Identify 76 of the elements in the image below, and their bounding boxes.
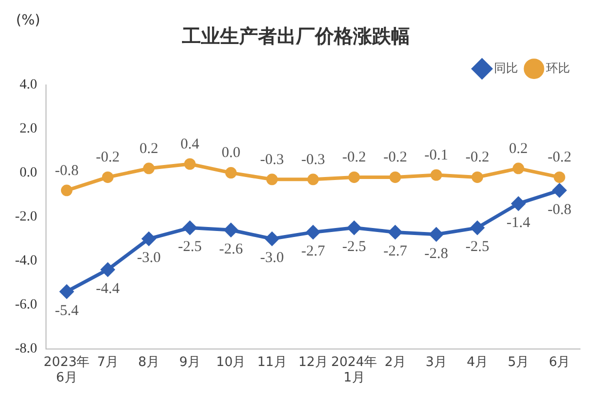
point <box>183 221 197 235</box>
point <box>470 221 484 235</box>
x-tick-label: 5月 <box>508 354 530 370</box>
point <box>430 228 444 242</box>
data-label: -0.8 <box>54 162 79 179</box>
x-tick-label: 6月 <box>548 354 570 370</box>
data-label: -5.4 <box>54 303 80 320</box>
legend-label: 同比 <box>494 60 518 75</box>
point <box>225 167 237 179</box>
y-tick-label: -6.0 <box>14 297 38 312</box>
data-label: -2.6 <box>219 241 244 258</box>
x-tick-label: 12月 <box>298 354 328 370</box>
point <box>512 162 524 174</box>
x-tick-label: 3月 <box>426 354 447 370</box>
point <box>306 225 320 239</box>
y-axis-title: (%) <box>16 12 40 29</box>
data-label: -0.3 <box>301 152 325 168</box>
x-tick-label: 2024年 1月 <box>331 354 378 386</box>
point <box>388 225 402 239</box>
data-label: -2.5 <box>465 239 490 256</box>
data-label: 0.2 <box>139 140 158 157</box>
data-label: -0.2 <box>383 150 408 166</box>
data-label: -3.0 <box>136 250 161 266</box>
data-label: 0.2 <box>509 140 528 157</box>
point <box>512 196 526 210</box>
data-label: -3.0 <box>260 250 284 266</box>
point <box>265 232 279 246</box>
point <box>307 174 319 186</box>
y-tick-label: -8.0 <box>14 341 38 356</box>
point <box>142 232 156 246</box>
point <box>102 171 114 183</box>
x-tick-label: 8月 <box>138 354 160 370</box>
data-label: -1.4 <box>506 215 531 232</box>
y-tick-label: -4.0 <box>14 253 38 268</box>
point <box>347 221 361 235</box>
x-tick-label: 2023年 6月 <box>44 354 90 386</box>
point <box>60 184 72 196</box>
data-label: -2.7 <box>301 244 326 260</box>
data-label: 0.4 <box>180 136 200 152</box>
data-label: -2.7 <box>383 244 408 260</box>
x-tick-label: 11月 <box>257 354 287 370</box>
data-label: -0.2 <box>342 150 366 166</box>
point <box>101 262 115 276</box>
x-tick-label: 9月 <box>179 354 201 370</box>
data-label: -0.2 <box>548 150 572 166</box>
x-tick-label: 4月 <box>466 354 488 370</box>
data-label: -2.8 <box>424 246 448 262</box>
point <box>224 223 238 237</box>
x-tick-label: 10月 <box>216 354 246 370</box>
data-label: -0.1 <box>424 147 448 164</box>
data-label: -0.2 <box>465 150 490 166</box>
data-label: 0.0 <box>222 145 240 162</box>
point <box>266 174 278 186</box>
x-tick-label: 2月 <box>384 354 406 370</box>
point <box>143 162 155 174</box>
point <box>184 158 196 170</box>
point <box>348 171 360 183</box>
y-tick-label: 0.0 <box>20 165 38 180</box>
y-tick-label: -2.0 <box>14 209 38 224</box>
point <box>389 171 401 183</box>
data-label: -0.8 <box>548 202 572 218</box>
x-tick-label: 7月 <box>97 354 118 370</box>
chart-title: 工业生产者出厂价格涨跌幅 <box>181 25 410 48</box>
point <box>430 169 442 181</box>
point <box>554 171 566 183</box>
data-label: -4.4 <box>96 281 120 298</box>
data-label: -0.3 <box>260 152 284 168</box>
point <box>472 171 484 183</box>
legend-label: 环比 <box>546 60 570 75</box>
point <box>60 284 74 298</box>
data-label: -2.5 <box>342 239 366 256</box>
y-tick-label: 4.0 <box>20 77 38 92</box>
data-label: -2.5 <box>178 239 202 256</box>
y-tick-label: 2.0 <box>20 121 38 136</box>
point <box>552 184 566 198</box>
data-label: -0.2 <box>96 150 120 166</box>
